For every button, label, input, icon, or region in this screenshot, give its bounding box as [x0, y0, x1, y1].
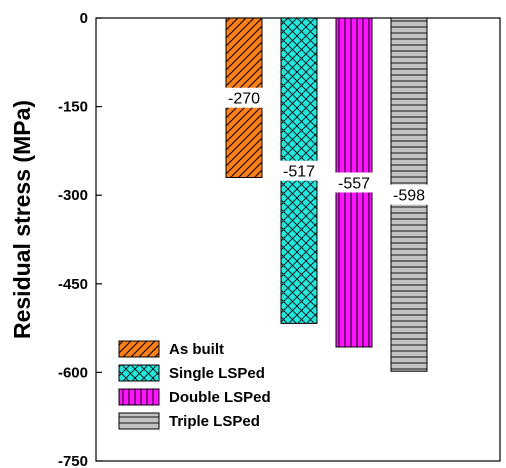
legend-label: Double LSPed	[169, 389, 271, 406]
y-axis-label: Residual stress (MPa)	[9, 100, 35, 339]
data-labels: -270 -517 -557 -598	[224, 87, 429, 205]
y-axis: 0 -150 -300 -450 -600 -750	[58, 10, 102, 468]
y-tick-label: -300	[58, 187, 88, 204]
data-label-background	[279, 160, 319, 181]
data-label-background	[389, 184, 429, 205]
data-label: -598	[393, 188, 425, 205]
data-label: -270	[228, 91, 260, 108]
legend-swatch	[118, 340, 160, 358]
data-label: -557	[338, 176, 370, 193]
y-tick-label: -150	[58, 99, 88, 116]
data-label-background	[334, 172, 374, 193]
y-tick-label: 0	[80, 10, 88, 27]
legend-label: Single LSPed	[169, 365, 265, 382]
legend-swatch	[118, 364, 160, 382]
y-tick-label: -450	[58, 276, 88, 293]
legend: As built Single LSPed Double LSPed Triple L…	[118, 340, 271, 430]
data-label: -517	[283, 164, 315, 181]
y-tick-label: -600	[58, 364, 88, 381]
legend-swatch	[118, 388, 160, 406]
legend-label: Triple LSPed	[169, 413, 260, 430]
y-tick-label: -750	[58, 453, 88, 468]
legend-swatch	[118, 412, 160, 430]
legend-label: As built	[169, 341, 224, 358]
data-label-background	[224, 87, 264, 108]
